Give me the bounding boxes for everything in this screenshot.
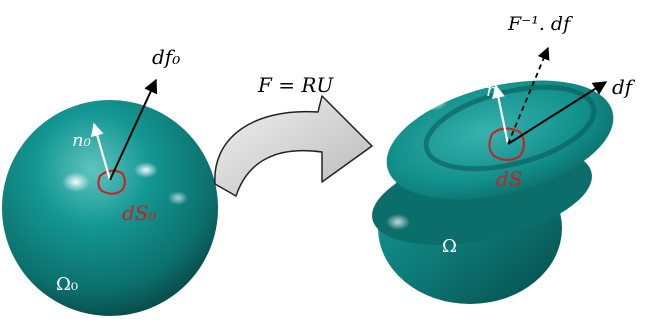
- label-n0: n₀: [72, 130, 91, 151]
- deformed-force-arrow: [507, 81, 608, 145]
- label-df0: df₀: [152, 45, 180, 69]
- label-omega: Ω: [442, 236, 457, 257]
- label-n: n: [486, 80, 498, 101]
- label-mapping: F = RU: [257, 73, 334, 97]
- label-dS0: dS₀: [122, 201, 157, 225]
- reference-normal-arrow: [90, 122, 112, 181]
- label-omega0: Ω₀: [56, 274, 78, 295]
- label-df: df: [612, 75, 636, 99]
- sphere-highlight: [168, 191, 188, 205]
- mapping-arrow: [214, 95, 373, 197]
- deformed-normal-arrow: [491, 84, 510, 145]
- sphere-highlight: [62, 172, 90, 192]
- reference-sphere: [2, 100, 218, 316]
- reference-force-arrow: [109, 78, 158, 181]
- deformed-highlight: [416, 93, 448, 111]
- deformed-upper-disk: [386, 80, 614, 200]
- sphere-highlight: [134, 162, 158, 178]
- deformed-highlight: [386, 214, 410, 230]
- label-finv-df: F⁻¹. df: [507, 13, 573, 35]
- deformed-surface-patch: [488, 127, 525, 161]
- deformed-body: [372, 46, 614, 304]
- label-dS: dS: [496, 167, 523, 191]
- reference-body: [2, 78, 218, 316]
